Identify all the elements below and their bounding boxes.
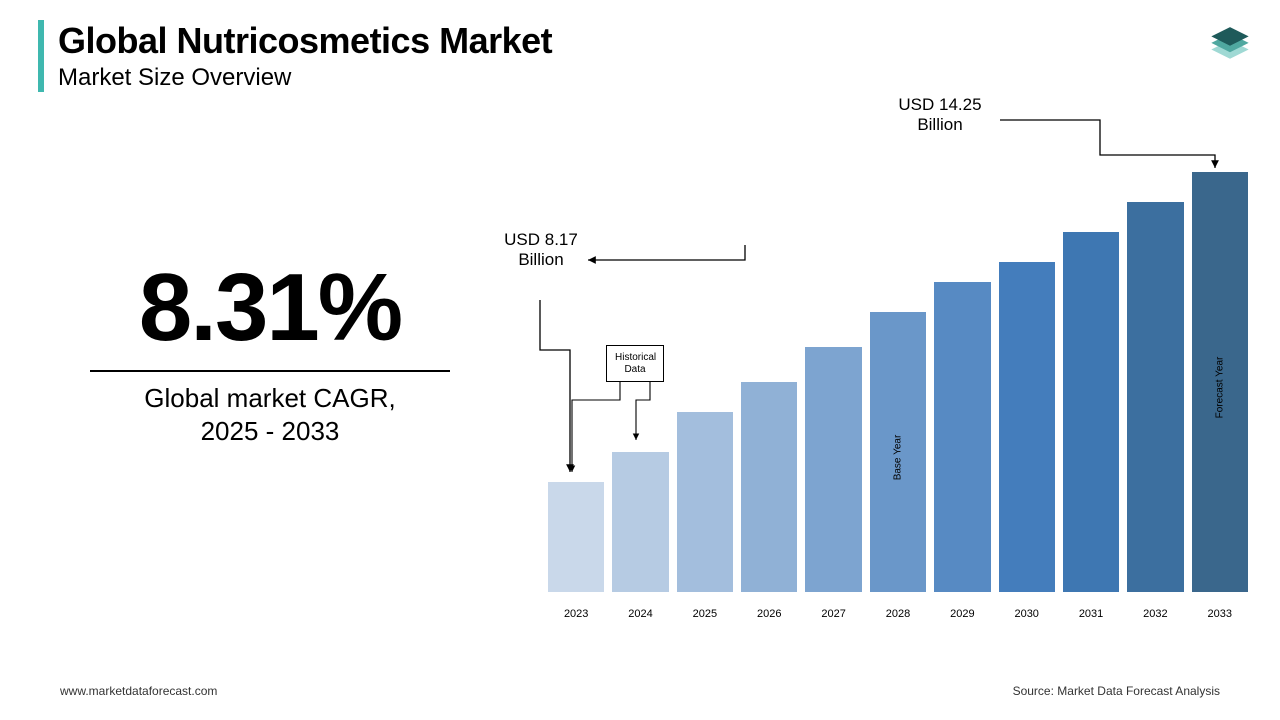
x-axis-tick: 2023 [548,608,604,620]
bar [612,452,668,592]
bar-col: Forecast Year [1192,172,1248,592]
x-axis-tick: 2028 [870,608,926,620]
bar-col [999,262,1055,592]
bar-col: Base Year [870,312,926,592]
title-bar: Global Nutricosmetics Market Market Size… [38,20,552,92]
bar [741,382,797,592]
bar-inner-label: Forecast Year [1214,357,1225,419]
x-axis-tick: 2030 [999,608,1055,620]
footer: www.marketdataforecast.com Source: Marke… [0,684,1280,698]
page-title: Global Nutricosmetics Market [58,20,552,62]
bar [999,262,1055,592]
footer-source: Source: Market Data Forecast Analysis [1013,684,1220,698]
bar [1063,232,1119,592]
bar [548,482,604,592]
footer-website: www.marketdataforecast.com [60,684,217,698]
cagr-stat: 8.31% Global market CAGR, 2025 - 2033 [90,260,450,447]
bar [805,347,861,592]
cagr-value: 8.31% [90,260,450,356]
x-axis-tick: 2027 [805,608,861,620]
page-subtitle: Market Size Overview [58,64,552,92]
x-axis-tick: 2033 [1192,608,1248,620]
bar [1127,202,1183,592]
stat-divider [90,370,450,372]
end-value-callout: USD 14.25 Billion [880,95,1000,136]
bar-col [612,452,668,592]
start-value-callout: USD 8.17 Billion [496,230,586,271]
bar-col [934,282,990,592]
x-axis-tick: 2031 [1063,608,1119,620]
bar [677,412,733,592]
x-axis-tick: 2025 [677,608,733,620]
x-axis-tick: 2032 [1127,608,1183,620]
cagr-label-line2: 2025 - 2033 [90,415,450,448]
brand-logo [1202,14,1258,70]
layers-icon [1202,14,1258,70]
x-axis-labels: 2023 2024 2025 2026 2027 2028 2029 2030 2031 2032… [548,608,1248,620]
historical-data-box: Historical Data [606,345,664,382]
bar [934,282,990,592]
x-axis-tick: 2029 [934,608,990,620]
bar: Forecast Year [1192,172,1248,592]
bar-col [677,412,733,592]
bar-inner-label: Base Year [892,435,903,481]
bar-col [741,382,797,592]
bar-col [548,482,604,592]
bar: Base Year [870,312,926,592]
bar-col [1127,202,1183,592]
x-axis-tick: 2024 [612,608,668,620]
x-axis-tick: 2026 [741,608,797,620]
bar-col [1063,232,1119,592]
cagr-label-line1: Global market CAGR, [90,382,450,415]
bar-col [805,347,861,592]
